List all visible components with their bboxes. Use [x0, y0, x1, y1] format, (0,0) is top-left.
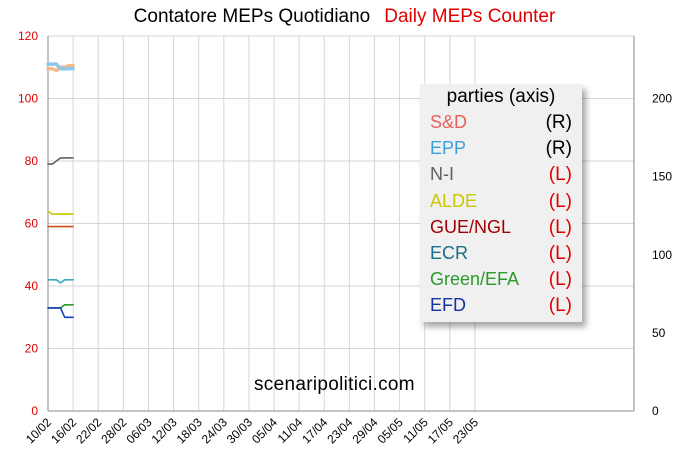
chart-title: Contatore MEPs Quotidiano Daily MEPs Coun… — [0, 6, 689, 28]
legend-item: N-I (L) — [430, 164, 578, 190]
legend-item-axis: (L) — [548, 216, 572, 238]
y-right-tick-label: 50 — [652, 326, 666, 340]
x-tick-label: 12/03 — [149, 415, 180, 446]
watermark-text: scenaripolitici.com — [254, 374, 415, 395]
x-tick-label: 05/04 — [249, 415, 280, 446]
x-tick-label: 10/02 — [23, 415, 54, 446]
axes — [47, 36, 635, 412]
legend-item-name: ALDE — [430, 190, 478, 211]
legend-item-name: N-I — [430, 164, 454, 185]
legend-item: S&D (R) — [430, 112, 578, 138]
x-tick-label: 22/02 — [73, 415, 104, 446]
legend-item: ALDE (L) — [430, 191, 578, 217]
y-right-tick-label: 0 — [652, 404, 659, 418]
legend-item: ECR (L) — [430, 243, 578, 269]
legend-item-name: S&D — [430, 112, 468, 132]
y-left-tick-label: 60 — [25, 217, 39, 231]
x-tick-label: 29/04 — [349, 415, 380, 446]
series-line — [47, 210, 74, 215]
series-line — [47, 278, 74, 284]
legend-item-axis: (R) — [545, 138, 572, 160]
title-english: Daily MEPs Counter — [384, 6, 556, 27]
x-tick-label: 17/05 — [425, 415, 456, 446]
y-right-tick-label: 200 — [652, 92, 672, 106]
series-lines — [46, 62, 75, 319]
y-right-tick-label: 150 — [652, 170, 672, 184]
y-right-tick-label: 100 — [652, 248, 672, 262]
x-tick-label: 24/03 — [199, 415, 230, 446]
y-left-tick-label: 100 — [18, 92, 38, 106]
legend-item: EPP (R) — [430, 138, 578, 164]
legend-item-name: Green/EFA — [430, 269, 520, 290]
x-tick-label: 18/03 — [174, 415, 205, 446]
legend-item: EFD (L) — [430, 295, 578, 321]
series-line — [46, 62, 75, 71]
y-left-tick-label: 0 — [31, 404, 38, 418]
x-tick-label: 11/05 — [400, 415, 431, 446]
x-tick-label: 06/03 — [123, 415, 154, 446]
legend-item-axis: (L) — [548, 164, 572, 186]
legend-item-axis: (L) — [548, 269, 572, 291]
legend-item-axis: (L) — [548, 243, 572, 264]
x-tick-label: 11/04 — [275, 415, 306, 446]
x-tick-label: 17/04 — [299, 415, 330, 446]
x-tick-label: 16/02 — [48, 415, 79, 446]
legend-item-name: EFD — [430, 295, 466, 316]
y-left-tick-label: 20 — [25, 342, 39, 356]
x-tick-label: 23/05 — [450, 415, 481, 446]
y-left-tick-label: 80 — [25, 154, 39, 168]
title-italian: Contatore MEPs Quotidiano — [133, 6, 371, 27]
legend-title: parties (axis) — [446, 86, 556, 107]
x-tick-label: 23/04 — [324, 415, 355, 446]
legend-item-axis: (L) — [548, 190, 572, 212]
legend-item-axis: (L) — [548, 295, 572, 317]
x-tick-label: 30/03 — [224, 415, 255, 446]
legend-item: GUE/NGL (L) — [430, 217, 578, 243]
legend-item-name: GUE/NGL — [430, 216, 512, 237]
x-tick-label: 05/05 — [375, 415, 406, 446]
legend: parties (axis) S&D (R) EPP (R) N-I (L) ALDE (L)… — [420, 84, 582, 322]
y-left-tick-label: 120 — [18, 29, 38, 43]
x-tick-label: 28/02 — [98, 415, 129, 446]
legend-item: Green/EFA (L) — [430, 269, 578, 295]
legend-item-name: EPP — [430, 138, 467, 159]
legend-item-axis: (R) — [545, 112, 572, 133]
legend-item-name: ECR — [430, 243, 469, 263]
y-left-tick-label: 40 — [25, 279, 39, 293]
series-line — [47, 157, 74, 165]
series-line — [47, 307, 74, 319]
